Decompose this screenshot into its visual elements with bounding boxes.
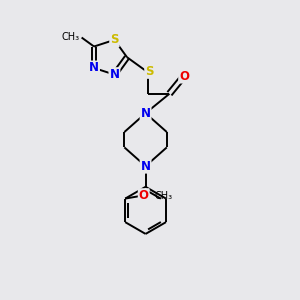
- Text: CH₃: CH₃: [154, 190, 173, 201]
- Text: S: S: [145, 65, 154, 78]
- Text: CH₃: CH₃: [61, 32, 79, 42]
- Text: N: N: [141, 107, 151, 120]
- Text: N: N: [141, 160, 151, 173]
- Text: S: S: [110, 33, 119, 46]
- Text: N: N: [110, 68, 119, 81]
- Text: O: O: [139, 189, 149, 202]
- Text: O: O: [179, 70, 189, 83]
- Text: N: N: [89, 61, 99, 74]
